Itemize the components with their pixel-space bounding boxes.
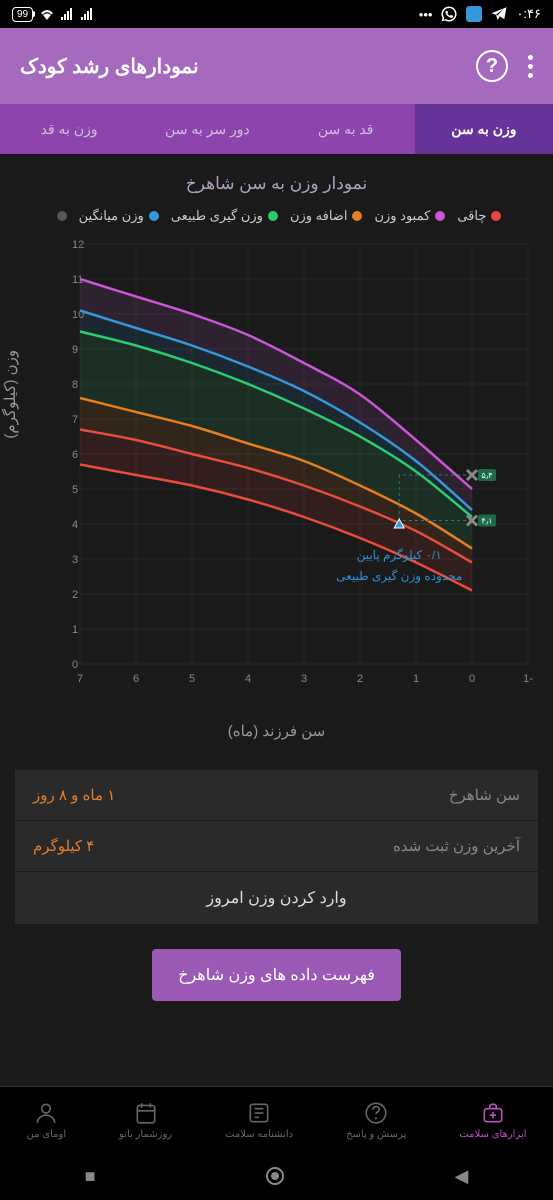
weight-row: آخرین وزن ثبت شده ۴ کیلوگرم <box>15 821 538 872</box>
svg-text:9: 9 <box>72 344 78 356</box>
svg-text:12: 12 <box>72 239 84 251</box>
nav-label: روزشمار بانو <box>119 1129 172 1140</box>
chart-title: نمودار وزن به سن شاهرخ <box>10 174 543 194</box>
svg-text:5: 5 <box>189 673 195 685</box>
page-title: نمودارهای رشد کودک <box>20 54 199 79</box>
nav-question[interactable]: پرسش و پاسخ <box>346 1100 406 1140</box>
svg-text:2: 2 <box>357 673 363 685</box>
nav-calendar[interactable]: روزشمار بانو <box>119 1100 172 1140</box>
nav-news[interactable]: دانشنامه سلامت <box>225 1100 293 1140</box>
svg-text:1: 1 <box>72 624 78 636</box>
growth-chart[interactable]: وزن (کیلوگرم) 0123456789101112-101234567… <box>15 234 538 714</box>
system-nav: ◀ ■ <box>0 1152 553 1200</box>
app-icon <box>466 6 482 22</box>
dots-icon: ••• <box>419 7 433 22</box>
nav-medkit[interactable]: ابزارهای سلامت <box>459 1100 526 1140</box>
nav-profile[interactable]: اومای من <box>27 1100 67 1140</box>
nav-label: دانشنامه سلامت <box>225 1129 293 1140</box>
telegram-icon <box>490 5 508 23</box>
app-header: ? نمودارهای رشد کودک <box>0 28 553 104</box>
svg-text:محدوده وزن گیری طبیعی: محدوده وزن گیری طبیعی <box>336 569 462 583</box>
profile-icon <box>33 1100 59 1126</box>
tab-0[interactable]: وزن به سن <box>415 104 553 154</box>
svg-text:8: 8 <box>72 379 78 391</box>
tab-1[interactable]: قد به سن <box>277 104 415 154</box>
age-label: سن شاهرخ <box>449 786 520 804</box>
news-icon <box>246 1100 272 1126</box>
x-axis-label: سن فرزند (ماه) <box>10 722 543 740</box>
tab-2[interactable]: دور سر به سن <box>138 104 276 154</box>
menu-button[interactable] <box>528 55 533 78</box>
weight-value: ۴ کیلوگرم <box>33 837 94 855</box>
svg-text:6: 6 <box>72 449 78 461</box>
svg-text:4: 4 <box>72 519 78 531</box>
signal-icon <box>61 8 75 20</box>
svg-text:7: 7 <box>77 673 83 685</box>
legend-item-3: وزن گیری طبیعی <box>171 208 278 224</box>
wifi-icon <box>39 8 55 20</box>
svg-text:۵٫۴: ۵٫۴ <box>481 471 492 480</box>
recent-button[interactable]: ■ <box>85 1166 96 1187</box>
medkit-icon <box>480 1100 506 1126</box>
enter-weight-row[interactable]: وارد کردن وزن امروز <box>15 872 538 924</box>
legend-item-0: چاقی <box>457 208 501 224</box>
svg-text:2: 2 <box>72 589 78 601</box>
info-table: سن شاهرخ ۱ ماه و ۸ روز آخرین وزن ثبت شده… <box>15 770 538 924</box>
home-button[interactable] <box>265 1166 285 1186</box>
y-axis-label: وزن (کیلوگرم) <box>1 350 19 439</box>
svg-text:1: 1 <box>413 673 419 685</box>
weight-label: آخرین وزن ثبت شده <box>393 837 520 855</box>
svg-text:3: 3 <box>301 673 307 685</box>
chart-legend: چاقی کمبود وزن اضافه وزن وزن گیری طبیعی وزن … <box>10 208 543 224</box>
help-button[interactable]: ? <box>476 50 508 82</box>
legend-item-1: کمبود وزن <box>374 208 445 224</box>
svg-text:7: 7 <box>72 414 78 426</box>
status-bar: 99 ••• ۰:۴۶ <box>0 0 553 28</box>
svg-text:3: 3 <box>72 554 78 566</box>
bottom-nav: ابزارهای سلامت پرسش و پاسخ دانشنامه سلامت ر… <box>0 1086 553 1152</box>
legend-item-4: وزن میانگین <box>79 208 159 224</box>
enter-weight-label: وارد کردن وزن امروز <box>206 888 346 908</box>
whatsapp-icon <box>440 5 458 23</box>
svg-text:6: 6 <box>133 673 139 685</box>
age-value: ۱ ماه و ۸ روز <box>33 786 115 804</box>
signal-icon-2 <box>81 8 95 20</box>
clock-time: ۰:۴۶ <box>516 6 541 22</box>
svg-text:۴٫۱: ۴٫۱ <box>481 517 492 526</box>
svg-text:0: 0 <box>72 659 78 671</box>
nav-label: اومای من <box>27 1129 67 1140</box>
legend-item-2: اضافه وزن <box>290 208 363 224</box>
age-row: سن شاهرخ ۱ ماه و ۸ روز <box>15 770 538 821</box>
nav-label: ابزارهای سلامت <box>459 1129 526 1140</box>
tab-3[interactable]: وزن به قد <box>0 104 138 154</box>
back-button[interactable]: ◀ <box>454 1166 468 1187</box>
svg-text:5: 5 <box>72 484 78 496</box>
data-list-button[interactable]: فهرست داده های وزن شاهرخ <box>152 949 401 1001</box>
tabs: وزن به سنقد به سندور سر به سنوزن به قد <box>0 104 553 154</box>
legend-item-5 <box>52 208 67 224</box>
nav-label: پرسش و پاسخ <box>346 1129 406 1140</box>
svg-text:۰/۱ کیلوگرم پایین: ۰/۱ کیلوگرم پایین <box>357 548 442 562</box>
svg-text:0: 0 <box>469 673 475 685</box>
svg-text:-1: -1 <box>523 673 533 685</box>
svg-text:4: 4 <box>245 673 251 685</box>
question-icon <box>363 1100 389 1126</box>
battery-icon: 99 <box>12 7 33 22</box>
calendar-icon <box>133 1100 159 1126</box>
